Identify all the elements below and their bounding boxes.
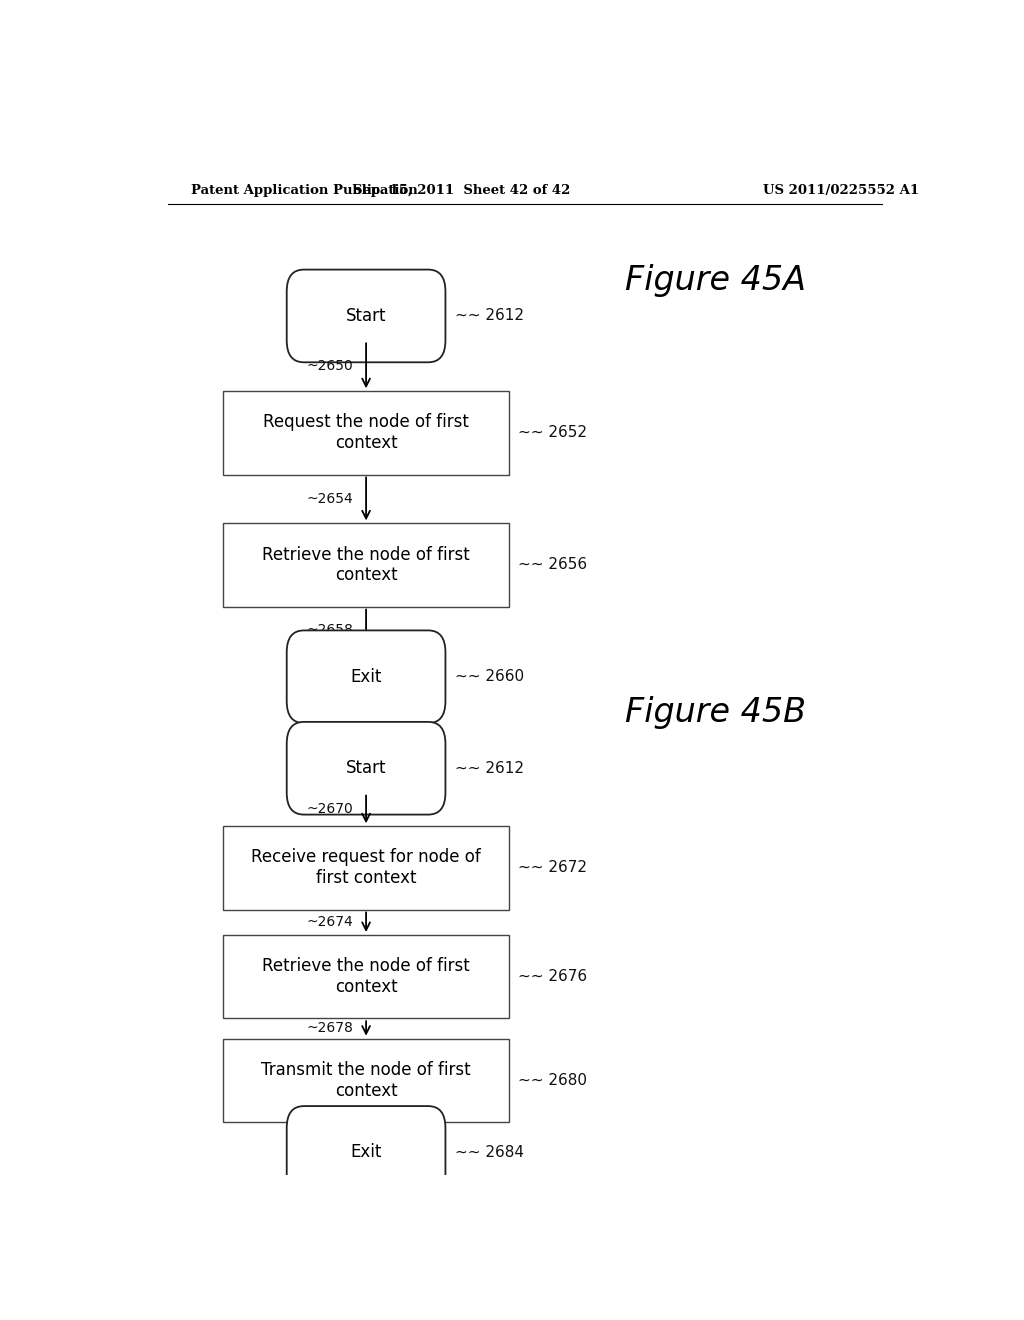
Text: ~~ 2672: ~~ 2672 — [518, 861, 588, 875]
FancyBboxPatch shape — [287, 269, 445, 362]
Text: Transmit the node of first
context: Transmit the node of first context — [261, 1061, 471, 1100]
FancyBboxPatch shape — [287, 1106, 445, 1199]
Text: Start: Start — [346, 308, 386, 325]
Text: ~~ 2660: ~~ 2660 — [455, 669, 524, 684]
Text: ~~ 2676: ~~ 2676 — [518, 969, 588, 985]
Text: Retrieve the node of first
context: Retrieve the node of first context — [262, 545, 470, 585]
Text: Retrieve the node of first
context: Retrieve the node of first context — [262, 957, 470, 997]
Text: ~~ 2612: ~~ 2612 — [455, 309, 524, 323]
Text: Figure 45A: Figure 45A — [625, 264, 806, 297]
Text: Patent Application Publication: Patent Application Publication — [191, 185, 418, 198]
Text: ~2654: ~2654 — [306, 492, 353, 506]
Text: Sep. 15, 2011  Sheet 42 of 42: Sep. 15, 2011 Sheet 42 of 42 — [352, 185, 570, 198]
Text: ~2670: ~2670 — [306, 803, 353, 816]
Text: Receive request for node of
first context: Receive request for node of first contex… — [251, 849, 481, 887]
Bar — [223, 935, 509, 1018]
Text: Exit: Exit — [350, 668, 382, 686]
Bar — [223, 391, 509, 474]
Text: ~2658: ~2658 — [306, 623, 353, 636]
Text: ~~ 2656: ~~ 2656 — [518, 557, 588, 573]
Text: Figure 45B: Figure 45B — [625, 696, 806, 729]
FancyBboxPatch shape — [287, 631, 445, 723]
Bar — [223, 523, 509, 607]
Text: ~~ 2684: ~~ 2684 — [455, 1144, 524, 1160]
Bar — [223, 826, 509, 909]
Text: Start: Start — [346, 759, 386, 777]
Text: ~~ 2612: ~~ 2612 — [455, 760, 524, 776]
Text: ~2674: ~2674 — [306, 915, 353, 929]
Text: ~2682: ~2682 — [306, 1118, 353, 1133]
Text: ~~ 2680: ~~ 2680 — [518, 1073, 588, 1088]
Text: ~~ 2652: ~~ 2652 — [518, 425, 588, 441]
Text: US 2011/0225552 A1: US 2011/0225552 A1 — [763, 185, 919, 198]
Text: ~2678: ~2678 — [306, 1022, 353, 1035]
Text: ~2650: ~2650 — [306, 359, 353, 372]
Text: Exit: Exit — [350, 1143, 382, 1162]
Text: Request the node of first
context: Request the node of first context — [263, 413, 469, 453]
FancyBboxPatch shape — [287, 722, 445, 814]
Bar — [223, 1039, 509, 1122]
